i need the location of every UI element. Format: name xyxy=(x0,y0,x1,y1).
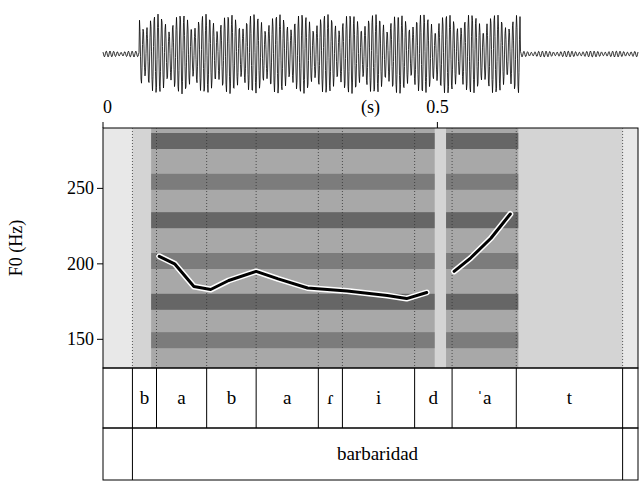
spectrogram-noise xyxy=(132,128,622,368)
tier-boundary xyxy=(414,368,415,428)
y-tick-label: 200 xyxy=(67,254,94,274)
x-tick xyxy=(103,122,104,128)
tier-boundary xyxy=(516,368,517,428)
spectrogram-band xyxy=(446,294,518,310)
tier-label: ɾ xyxy=(327,387,333,408)
spectrogram-band xyxy=(151,332,435,348)
spectrogram-band xyxy=(151,212,435,228)
tier-boundary xyxy=(452,368,453,428)
x-tick-label: 0 xyxy=(103,97,112,117)
y-tick xyxy=(97,188,103,189)
tier-label: i xyxy=(376,387,381,408)
boundary-line xyxy=(256,128,257,368)
boundary-line xyxy=(622,128,623,368)
f0-contour xyxy=(159,214,510,299)
boundary-line xyxy=(132,128,133,368)
tier-label: a xyxy=(283,387,292,408)
spectrogram-band xyxy=(151,253,435,269)
x-axis-title: (s) xyxy=(361,97,380,118)
tier-boundary xyxy=(622,368,623,428)
figure: 150 200 250 F0 (Hz) 0 0.5 (s) b a b a ɾ i d ˈa t barbari… xyxy=(0,0,643,485)
spectrogram-band xyxy=(446,332,518,348)
boundary-line xyxy=(414,128,415,368)
spectrogram-band xyxy=(151,174,435,190)
tier-frame xyxy=(103,368,638,428)
y-tick xyxy=(97,339,103,340)
tier-boundary xyxy=(318,368,319,428)
spectrogram-ground xyxy=(103,128,638,368)
x-tick-label: 0.5 xyxy=(426,97,449,117)
boundary-line xyxy=(318,128,319,368)
tier-boundary xyxy=(256,368,257,428)
plot-frame xyxy=(103,128,638,368)
y-tick xyxy=(97,263,103,264)
tier-boundary xyxy=(622,428,623,480)
tier-label: a xyxy=(177,387,186,408)
tier-label: d xyxy=(429,387,439,408)
boundary-line xyxy=(156,128,157,368)
spectrogram-band xyxy=(151,133,435,149)
boundary-line xyxy=(206,128,207,368)
boundary-line xyxy=(516,128,517,368)
y-tick-label: 150 xyxy=(67,329,94,349)
tier-frame xyxy=(103,428,638,480)
tier-boundary xyxy=(132,428,133,480)
tier-label: barbaridad xyxy=(337,443,419,464)
f0-group xyxy=(159,214,510,299)
spectrogram-band xyxy=(446,133,518,149)
y-tick-label: 250 xyxy=(67,178,94,198)
tier-label: b xyxy=(140,387,150,408)
tier-label: b xyxy=(227,387,237,408)
tier-boundary xyxy=(132,368,133,428)
boundary-line xyxy=(452,128,453,368)
spectrogram-band xyxy=(446,174,518,190)
tier-label: ˈa xyxy=(477,387,492,408)
waveform xyxy=(103,14,638,94)
boundary-line xyxy=(342,128,343,368)
tier-boundary xyxy=(206,368,207,428)
spectrogram-voiced xyxy=(151,128,435,368)
x-tick xyxy=(437,122,438,128)
f0-halo xyxy=(159,214,510,299)
tier-boundary xyxy=(156,368,157,428)
tier-label: t xyxy=(567,387,573,408)
spectrogram xyxy=(103,128,638,368)
tier-boundary xyxy=(342,368,343,428)
y-axis-title: F0 (Hz) xyxy=(6,220,27,277)
